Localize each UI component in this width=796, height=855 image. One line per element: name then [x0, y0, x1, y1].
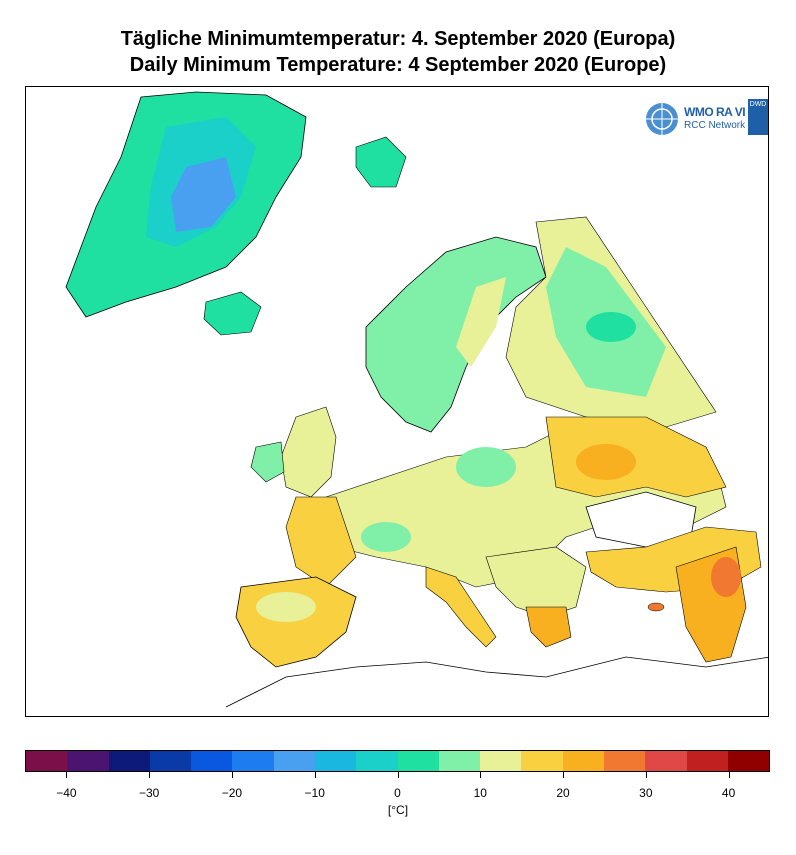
logo-wmo-text: WMO RA VI — [684, 105, 746, 119]
colorbar-tick-mark — [728, 772, 730, 778]
region-scandinavia — [365, 236, 547, 433]
colorbar-tick-mark — [480, 772, 482, 778]
colorbar — [25, 750, 770, 772]
region-poland-cool — [456, 447, 516, 487]
colorbar-segment — [273, 751, 315, 771]
colorbar-tick-mark — [149, 772, 151, 778]
colorbar-tick-mark — [645, 772, 647, 778]
region-svalbard — [355, 136, 407, 188]
colorbar-segment — [480, 751, 522, 771]
colorbar-segment — [686, 751, 728, 771]
map-svg — [65, 91, 768, 708]
wmo-globe-icon — [646, 103, 678, 135]
dwd-logo-text: DWD — [749, 101, 767, 108]
region-ukraine — [545, 416, 727, 498]
colorbar-tick-label: −40 — [56, 786, 77, 800]
colorbar-unit-label: [°C] — [387, 803, 409, 817]
region-ireland — [250, 441, 285, 483]
colorbar-segment — [438, 751, 481, 771]
colorbar-tick-mark — [314, 772, 316, 778]
temperature-map: WMO RA VI RCC Network DWD — [25, 86, 769, 717]
chart-title-english: Daily Minimum Temperature: 4 September 2… — [129, 54, 667, 76]
wmo-rcc-logo: WMO RA VI RCC Network DWD — [644, 99, 768, 139]
region-cyprus — [647, 602, 665, 612]
chart-title-german: Tägliche Minimumtemperatur: 4. September… — [120, 28, 676, 50]
north-africa-coast — [225, 656, 768, 708]
colorbar-tick-label: 40 — [721, 786, 736, 800]
colorbar-segment — [232, 751, 274, 771]
colorbar-segment — [397, 751, 439, 771]
colorbar-tick-mark — [397, 772, 399, 778]
region-greece — [525, 606, 572, 648]
colorbar-segment — [314, 751, 357, 771]
region-greenland — [65, 91, 307, 318]
colorbar-tick-label: −20 — [221, 786, 243, 800]
region-alps-cool — [361, 522, 411, 552]
colorbar-tick-mark — [66, 772, 68, 778]
colorbar-segment — [67, 751, 109, 771]
colorbar-tick-label: −30 — [138, 786, 160, 800]
colorbar-segment — [26, 751, 68, 771]
colorbar-segment — [562, 751, 604, 771]
region-britain — [280, 406, 337, 498]
dwd-logo: DWD — [748, 99, 768, 135]
colorbar-tick-label: 0 — [394, 786, 401, 800]
colorbar-segment — [727, 751, 770, 771]
colorbar-tick-label: 10 — [473, 786, 487, 800]
colorbar-segment — [108, 751, 150, 771]
colorbar-tick-mark — [563, 772, 565, 778]
region-balkans — [485, 546, 587, 618]
colorbar-segment — [191, 751, 233, 771]
colorbar-tick-label: 20 — [556, 786, 570, 800]
colorbar-tick-label: 30 — [639, 786, 653, 800]
region-iceland — [203, 291, 262, 336]
colorbar-ticks: −40 −30 −20 −10 0 10 20 30 40 — [25, 772, 770, 802]
colorbar-segment — [603, 751, 646, 771]
colorbar-tick-label: −10 — [304, 786, 325, 800]
region-iberia — [235, 576, 357, 668]
colorbar-segment — [356, 751, 398, 771]
colorbar-segment — [645, 751, 687, 771]
region-western-russia — [505, 216, 717, 428]
colorbar-segment — [521, 751, 563, 771]
region-italy — [425, 566, 497, 648]
colorbar-segment — [149, 751, 192, 771]
logo-rcc-text: RCC Network — [684, 120, 746, 131]
colorbar-tick-mark — [231, 772, 233, 778]
